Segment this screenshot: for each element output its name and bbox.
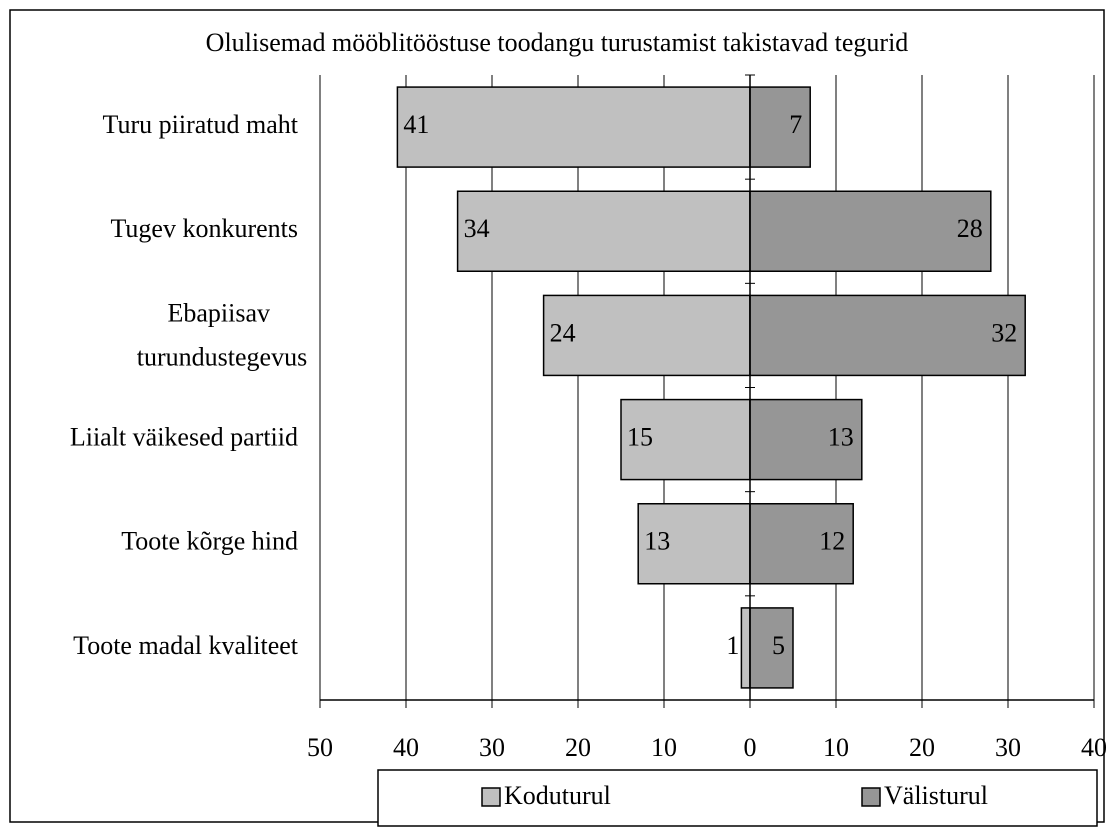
label-line: Ebapiisav (167, 298, 276, 327)
data-label: 41 (403, 110, 429, 139)
data-label: 15 (627, 423, 653, 452)
legend-label: Välisturul (884, 781, 988, 810)
data-label: 13 (644, 527, 670, 556)
y-tick-label: Toote madal kvaliteet (73, 631, 299, 660)
y-tick-label: Ebapiisav turundustegevus (137, 298, 307, 371)
x-tick-label: 40 (1081, 733, 1107, 762)
legend-swatch (481, 787, 501, 807)
legend-swatch (861, 787, 881, 807)
bar (396, 86, 751, 168)
bar (749, 190, 992, 272)
data-label: 1 (726, 631, 739, 660)
label-line: turundustegevus (137, 342, 307, 371)
data-label: 24 (550, 318, 576, 347)
chart-title: Olulisemad mööblitööstuse toodangu turus… (206, 28, 909, 57)
bar (740, 607, 751, 689)
x-tick-label: 30 (995, 733, 1021, 762)
x-tick-label: 20 (909, 733, 935, 762)
x-tick-label: 0 (744, 733, 757, 762)
y-tick-label: Liialt väikesed partiid (70, 423, 298, 452)
x-tick-label: 10 (651, 733, 677, 762)
bar (749, 294, 1026, 377)
data-label: 5 (772, 631, 785, 660)
y-tick-label: Turu piiratud maht (103, 110, 299, 139)
bar (456, 190, 751, 272)
x-tick-label: 40 (393, 733, 419, 762)
x-tick-label: 20 (565, 733, 591, 762)
data-label: 28 (957, 214, 983, 243)
data-label: 12 (819, 527, 845, 556)
data-label: 32 (991, 318, 1017, 347)
legend-label: Koduturul (504, 781, 611, 810)
bar (749, 86, 811, 168)
data-label: 13 (828, 423, 854, 452)
bar (749, 607, 794, 689)
bar (542, 294, 751, 377)
data-label: 34 (464, 214, 490, 243)
x-tick-label: 10 (823, 733, 849, 762)
x-tick-label: 30 (479, 733, 505, 762)
y-tick-label: Toote kõrge hind (121, 527, 298, 556)
bar (620, 398, 751, 481)
data-label: 7 (789, 110, 802, 139)
x-tick-label: 50 (307, 733, 333, 762)
y-tick-label: Tugev konkurents (110, 214, 298, 243)
